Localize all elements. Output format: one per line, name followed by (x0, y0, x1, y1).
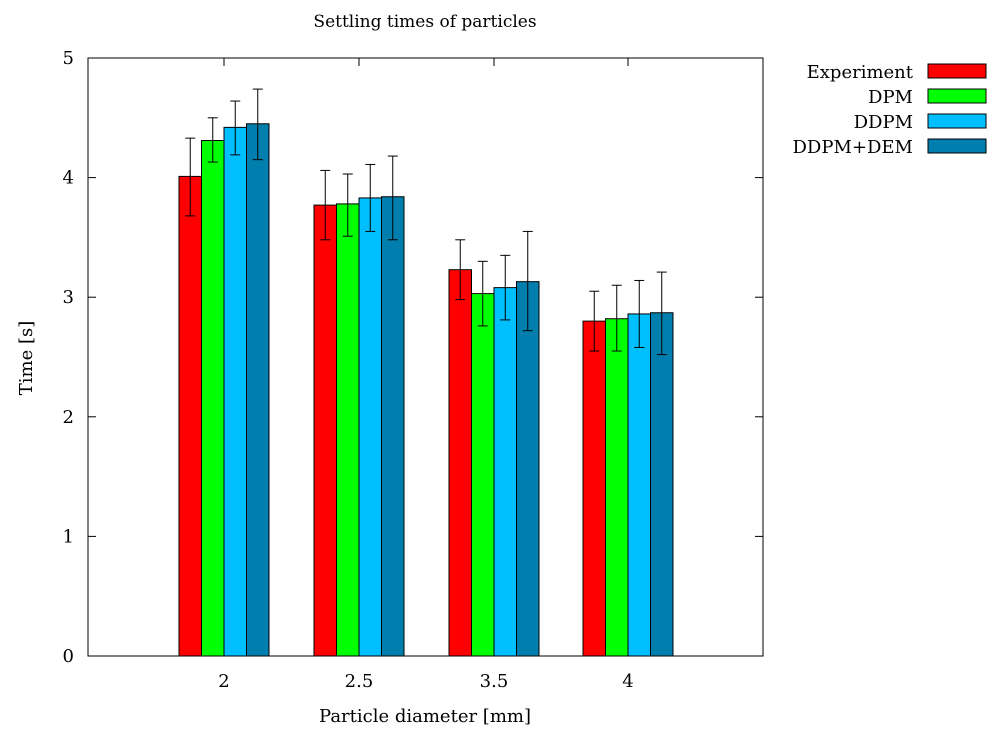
legend-label: DDPM (854, 112, 913, 133)
bar-ddpm-dem-2 (246, 123, 270, 657)
legend-swatch (927, 113, 987, 129)
bar-experiment-3-5 (448, 269, 472, 657)
legend-swatch (927, 138, 987, 154)
bar-ddpm-3-5 (493, 287, 517, 657)
bar-experiment-4 (582, 320, 606, 657)
legend-swatch (927, 88, 987, 104)
x-tick-label: 2 (218, 671, 229, 692)
x-axis-label: Particle diameter [mm] (319, 706, 531, 727)
legend-swatch (927, 63, 987, 79)
bar-ddpm-dem-2-5 (381, 196, 405, 657)
bar-dpm-3-5 (471, 293, 495, 657)
bar-ddpm-4 (627, 313, 651, 657)
bar-dpm-2 (201, 140, 225, 657)
plot-area: 0 1 2 3 4 5 2 2.5 3.5 4 (63, 48, 764, 692)
bar-ddpm-2 (223, 126, 247, 657)
y-tick-label: 2 (63, 407, 74, 428)
chart-title: Settling times of particles (313, 12, 536, 32)
y-tick-label: 5 (63, 48, 74, 69)
bar-dpm-2-5 (336, 203, 360, 657)
bar-ddpm-2-5 (358, 197, 382, 657)
bar-experiment-2 (178, 175, 202, 657)
y-tick-label: 0 (63, 646, 74, 667)
legend: Experiment DPM DDPM DDPM+DEM (793, 62, 987, 158)
x-tick-label: 4 (622, 671, 633, 692)
bar-ddpm-dem-3-5 (516, 281, 540, 657)
plot-frame (87, 57, 764, 657)
y-tick-label: 3 (63, 287, 74, 308)
y-axis-label: Time [s] (16, 321, 37, 396)
legend-label: DDPM+DEM (793, 137, 914, 158)
legend-label: Experiment (807, 62, 914, 83)
bar-experiment-2-5 (313, 204, 337, 657)
legend-label: DPM (868, 87, 913, 108)
y-tick-label: 1 (63, 526, 74, 547)
x-tick-label: 3.5 (480, 671, 509, 692)
y-tick-label: 4 (63, 168, 74, 189)
bar-dpm-4 (605, 318, 629, 657)
x-tick-label: 2.5 (345, 671, 374, 692)
bar-ddpm-dem-4 (650, 312, 674, 657)
